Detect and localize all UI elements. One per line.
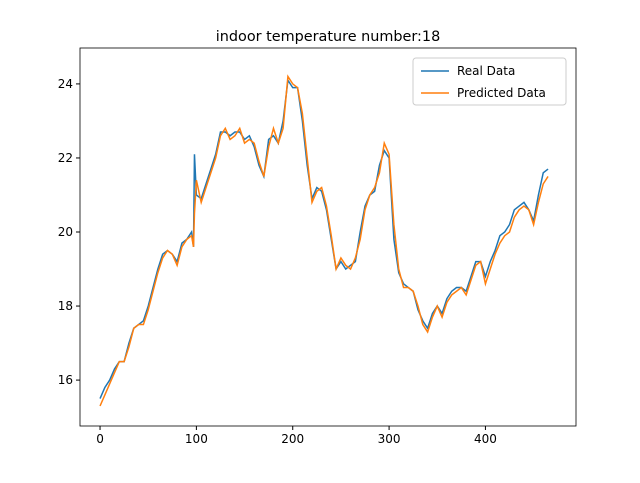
y-tick-label: 22 [58, 151, 73, 165]
legend-label: Predicted Data [457, 86, 546, 100]
x-tick-label: 400 [474, 432, 497, 446]
x-tick-label: 200 [281, 432, 304, 446]
line-series [99, 74, 549, 407]
legend-box [412, 57, 567, 106]
y-tick-label: 18 [58, 299, 73, 313]
plot-frame [79, 47, 577, 427]
x-tick-label: 300 [378, 432, 401, 446]
x-tick-label: 0 [96, 432, 104, 446]
x-tick-label: 100 [185, 432, 208, 446]
legend-label: Real Data [457, 64, 515, 78]
y-tick-label: 16 [58, 373, 73, 387]
y-tick-label: 24 [58, 77, 73, 91]
y-tick-label: 20 [58, 225, 73, 239]
chart-title: indoor temperature number:18 [216, 29, 440, 45]
